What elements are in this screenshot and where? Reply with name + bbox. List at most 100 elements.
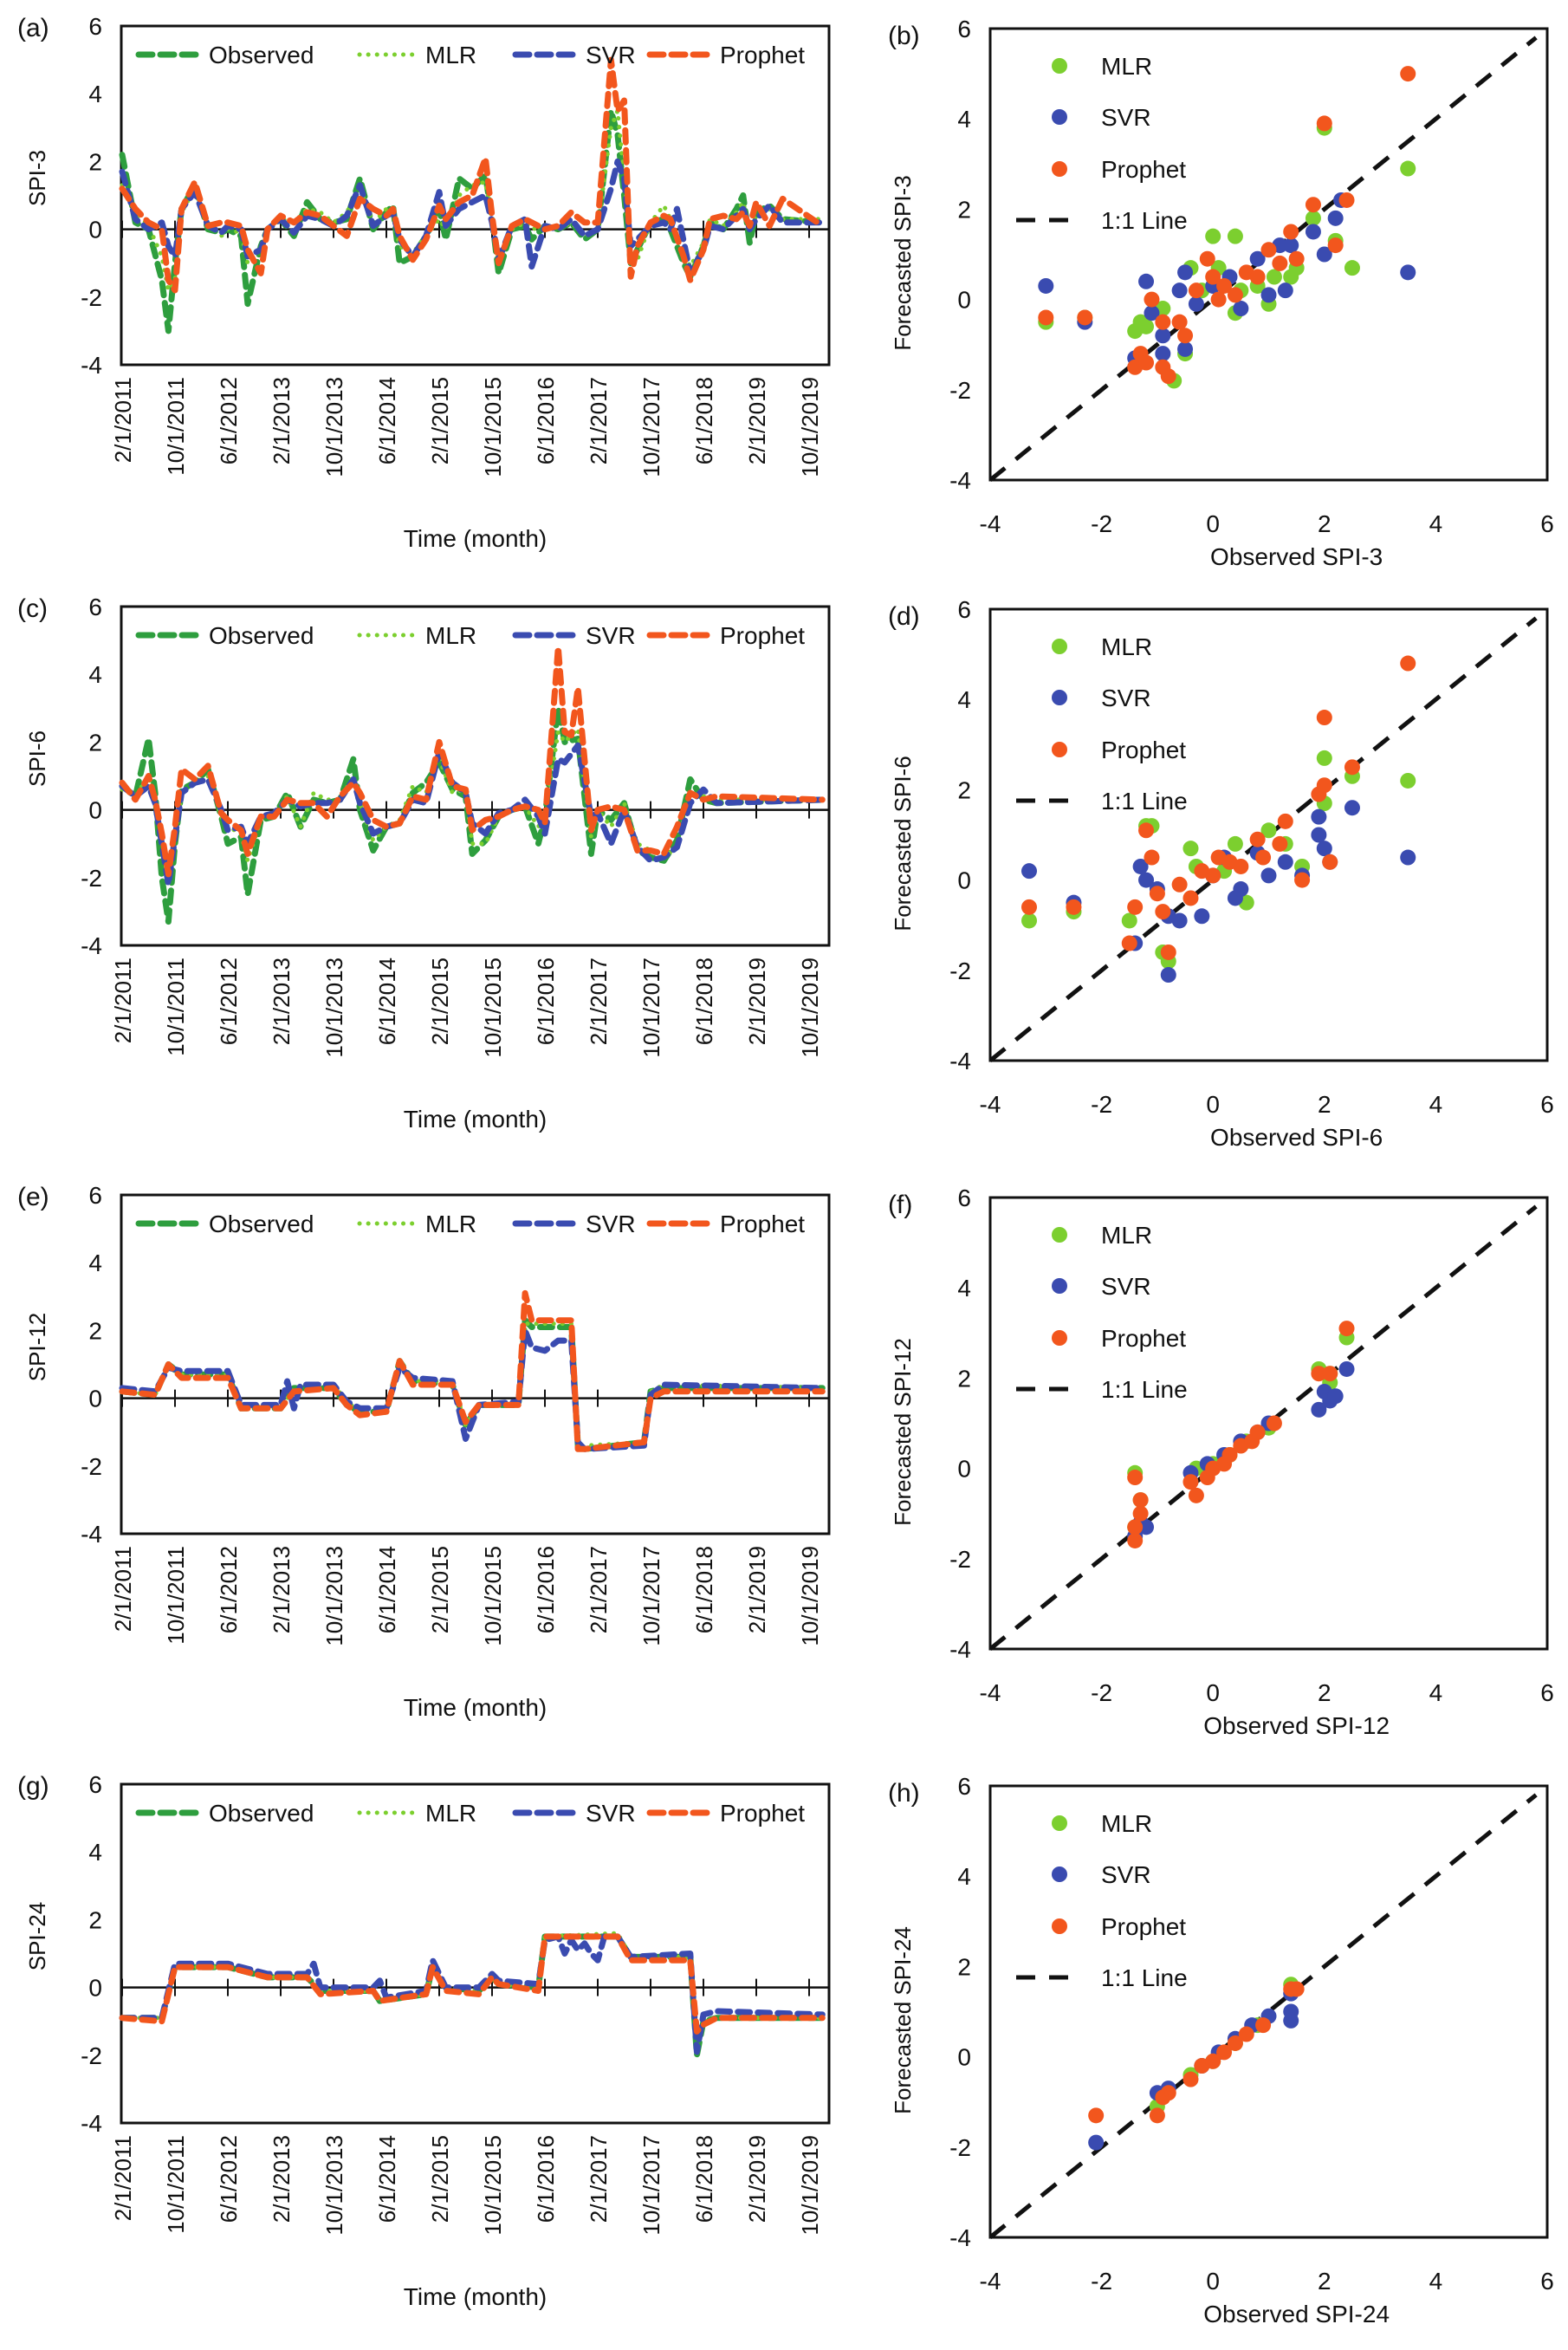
x-tick-label: 10/1/2019 — [797, 2135, 823, 2236]
scatter-point-svr — [1338, 1360, 1355, 1377]
legend-label: Observed — [209, 1211, 314, 1237]
x-tick-label: 6/1/2016 — [533, 958, 559, 1045]
time-series-panel-a: (a) 6 4 2 0 -2 -4 SPI-3 2/1/2011 10/1/2011 6/1/201… — [17, 13, 831, 552]
y-axis-label: Forecasted SPI-24 — [890, 1926, 916, 2114]
legend-swatch-prophet — [1052, 742, 1067, 757]
x-tick-label: 6/1/2014 — [374, 2135, 400, 2223]
legend-label: Prophet — [720, 42, 805, 68]
x-tick-label: 6/1/2014 — [374, 1546, 400, 1633]
y-tick-label: 0 — [957, 2044, 971, 2071]
scatter-point-svr — [1311, 808, 1327, 825]
legend: Observed MLR SVR Prophet — [135, 42, 805, 68]
scatter-point-prophet — [1177, 328, 1194, 344]
y-tick-label: 6 — [957, 1773, 971, 1800]
panel-label: (d) — [888, 602, 920, 631]
y-axis-label: Forecasted SPI-6 — [890, 756, 916, 931]
y-tick-label: -4 — [81, 1521, 102, 1548]
legend: MLR SVR Prophet 1:1 Line — [1016, 1222, 1188, 1403]
y-tick-label: 0 — [88, 1386, 102, 1412]
y-tick-label: -4 — [81, 352, 102, 379]
x-tick-label: -4 — [980, 2268, 1001, 2295]
scatter-point-svr — [1311, 1401, 1327, 1418]
scatter-point-svr — [1233, 301, 1249, 317]
y-tick-label: -4 — [949, 1636, 971, 1663]
x-tick-label: 10/1/2015 — [480, 377, 506, 477]
one-to-one-line — [988, 616, 1538, 1062]
x-tick-label: 2/1/2011 — [110, 1546, 136, 1632]
y-tick-label: -4 — [949, 1048, 971, 1074]
x-tick-label: 2/1/2011 — [110, 2135, 136, 2221]
legend-label: SVR — [1101, 685, 1151, 711]
x-tick-label: 10/1/2011 — [163, 958, 189, 1056]
scatter-point-svr — [1249, 250, 1266, 267]
x-tick-label: -2 — [1091, 510, 1112, 537]
scatter-point-prophet — [1188, 282, 1204, 299]
scatter-point-svr — [1277, 854, 1293, 870]
scatter-point-prophet — [1088, 2107, 1105, 2124]
scatter-point-svr — [1088, 2134, 1105, 2151]
x-tick-label: 10/1/2015 — [480, 2135, 506, 2236]
x-axis-label: Time (month) — [404, 1106, 547, 1133]
legend-swatch-prophet — [1052, 1918, 1067, 1934]
scatter-point-prophet — [1400, 655, 1416, 672]
legend: Observed MLR SVR Prophet — [135, 1211, 805, 1237]
y-tick-label: 4 — [957, 1863, 971, 1890]
scatter-point-prophet — [1316, 710, 1332, 726]
legend: MLR SVR Prophet 1:1 Line — [1016, 53, 1188, 234]
scatter-point-prophet — [1288, 1981, 1305, 1997]
scatter-point-mlr — [1305, 210, 1321, 226]
x-tick-label: 6/1/2016 — [533, 1546, 559, 1633]
plot-frame — [120, 605, 831, 947]
scatter-point-prophet — [1021, 899, 1038, 915]
x-tick-label: 10/1/2017 — [638, 2135, 664, 2236]
scatter-point-mlr — [1400, 160, 1416, 177]
legend-label: SVR — [586, 1800, 636, 1827]
legend-label: Prophet — [720, 622, 805, 649]
x-tick-label: 2 — [1318, 1091, 1332, 1118]
x-tick-label: -2 — [1091, 1679, 1112, 1706]
series-line-prophet — [119, 644, 826, 878]
scatter-point-prophet — [1132, 1492, 1149, 1509]
legend-label: Prophet — [1101, 737, 1186, 763]
scatter-point-mlr — [1316, 750, 1332, 766]
x-tick-label: 2/1/2011 — [110, 958, 136, 1043]
x-axis-label: Time (month) — [404, 2283, 547, 2310]
legend-label: Observed — [209, 42, 314, 68]
x-tick-label: 10/1/2019 — [797, 958, 823, 1058]
legend-swatch-mlr — [1052, 639, 1067, 654]
scatter-point-svr — [1283, 2012, 1299, 2029]
scatter-point-prophet — [1272, 835, 1288, 852]
legend: MLR SVR Prophet 1:1 Line — [1016, 1810, 1188, 1991]
legend-label: 1:1 Line — [1101, 1376, 1188, 1403]
time-series-panel-g: (g) 6 4 2 0 -2 -4 SPI-24 2/1/2011 10/1/2011 6/1/20… — [17, 1771, 831, 2310]
x-tick-label: 2/1/2013 — [269, 377, 295, 464]
scatter-point-mlr — [1021, 912, 1038, 929]
scatter-point-prophet — [1221, 1446, 1238, 1463]
y-tick-label: -2 — [81, 1453, 102, 1480]
y-tick-label: -2 — [949, 958, 971, 984]
plot-frame — [120, 24, 831, 367]
scatter-point-prophet — [1077, 309, 1093, 326]
scatter-point-svr — [1194, 908, 1210, 925]
legend-label: SVR — [1101, 1861, 1151, 1888]
x-axis-label: Observed SPI-3 — [1210, 543, 1383, 570]
scatter-point-prophet — [1255, 849, 1272, 866]
scatter-point-svr — [1283, 237, 1299, 254]
scatter-point-prophet — [1160, 368, 1176, 385]
scatter-point-svr — [1311, 827, 1327, 843]
x-tick-label: 2 — [1318, 2268, 1332, 2295]
scatter-point-svr — [1277, 282, 1293, 299]
scatter-point-prophet — [1338, 1321, 1355, 1337]
y-tick-label: 2 — [88, 1317, 102, 1344]
scatter-point-prophet — [1260, 242, 1277, 258]
x-tick-label: 2/1/2015 — [427, 1546, 453, 1633]
x-tick-label: 10/1/2017 — [638, 377, 664, 477]
legend-label: Prophet — [1101, 156, 1186, 183]
scatter-point-svr — [1021, 863, 1038, 880]
y-axis-label: SPI-6 — [24, 730, 50, 787]
x-tick-label: 6/1/2012 — [216, 377, 242, 464]
x-tick-label: 10/1/2013 — [321, 2135, 347, 2236]
legend-label: Observed — [209, 622, 314, 649]
legend-swatch-mlr — [1052, 1227, 1067, 1243]
x-tick-label: 2/1/2013 — [269, 958, 295, 1045]
